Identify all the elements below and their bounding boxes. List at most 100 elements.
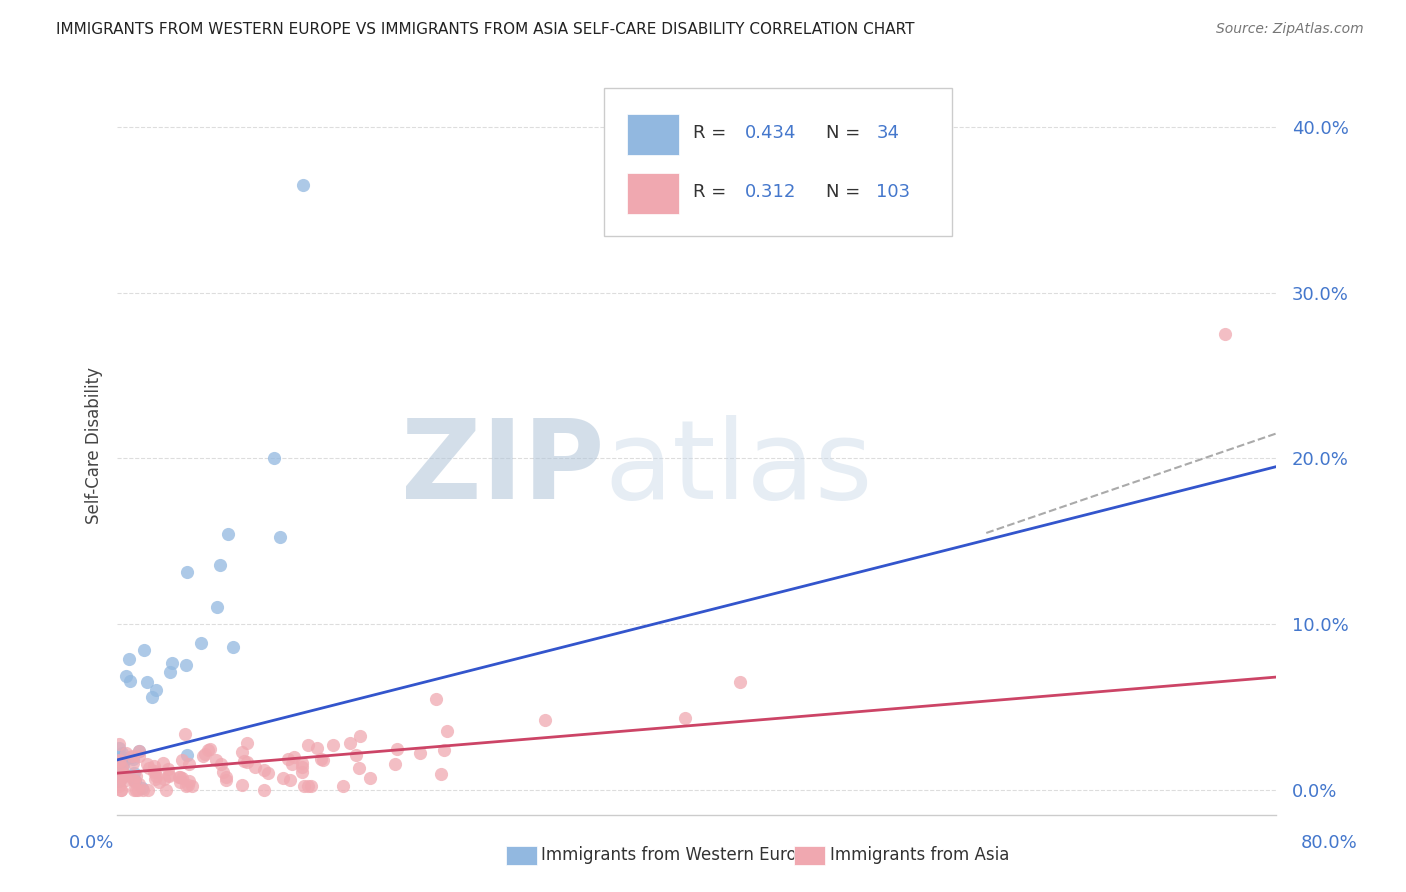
Point [436,723,458,738]
Point [174,779,197,793]
Point [430,767,453,781]
Point [128,748,150,763]
Point [181,780,204,794]
Text: R =: R = [693,124,733,142]
Point [299,780,322,794]
Point [278,772,301,787]
Point [174,658,197,673]
Point [169,774,191,789]
Point [269,530,291,544]
Point [215,770,238,784]
Point [122,766,145,780]
Point [159,665,181,679]
Point [231,745,253,759]
Point [277,752,299,766]
Point [193,749,215,764]
Text: R =: R = [693,183,733,201]
Point [208,558,231,572]
Point [121,748,143,763]
Point [128,744,150,758]
Point [127,782,149,797]
Point [110,782,132,797]
Point [217,527,239,541]
Point [291,178,314,193]
Point [111,772,134,786]
Point [112,769,135,783]
Point [153,772,176,787]
Point [322,739,344,753]
Point [122,756,145,770]
Point [231,778,253,792]
Point [122,774,145,789]
Point [339,736,361,750]
Point [120,673,142,688]
Point [111,761,134,775]
Point [271,771,294,785]
Point [141,690,163,704]
Point [728,675,751,690]
Point [125,782,148,797]
Point [197,743,219,757]
Point [349,729,371,743]
Point [235,736,257,750]
Point [157,769,180,783]
Point [283,750,305,764]
Point [245,760,267,774]
FancyBboxPatch shape [627,173,679,214]
Text: N =: N = [827,183,866,201]
Point [128,777,150,791]
Point [534,713,557,727]
Point [107,780,129,794]
Point [143,772,166,786]
Point [136,782,159,797]
Point [190,636,212,650]
Text: atlas: atlas [605,415,872,522]
Point [162,656,184,670]
Point [232,754,254,768]
Point [305,740,328,755]
Point [110,746,132,760]
Point [176,565,198,579]
Point [280,756,302,771]
Point [124,773,146,788]
Point [112,767,135,781]
Point [297,738,319,752]
Point [131,780,153,795]
Point [110,759,132,773]
Text: 0.434: 0.434 [745,124,797,142]
Point [425,691,447,706]
Point [177,774,200,789]
Point [409,746,432,760]
Point [291,756,314,770]
Point [148,774,170,789]
Point [173,726,195,740]
Point [209,757,232,772]
Text: 34: 34 [876,124,900,142]
Point [142,765,165,780]
Point [124,769,146,783]
Text: ZIP: ZIP [401,415,605,522]
Point [359,772,381,786]
Point [176,747,198,762]
Point [312,753,335,767]
Point [157,762,180,776]
Point [291,760,314,774]
Point [107,753,129,767]
Point [122,772,145,787]
Point [108,741,131,756]
Point [114,768,136,782]
Text: 0.0%: 0.0% [69,834,114,852]
Point [177,778,200,792]
Point [114,773,136,788]
Text: N =: N = [827,124,866,142]
Point [291,765,314,780]
Point [384,757,406,772]
Point [134,643,156,657]
Point [157,768,180,782]
Point [179,757,201,772]
Text: 103: 103 [876,183,910,201]
Point [108,754,131,768]
Point [143,758,166,772]
Point [135,757,157,772]
Text: Immigrants from Asia: Immigrants from Asia [830,847,1010,864]
